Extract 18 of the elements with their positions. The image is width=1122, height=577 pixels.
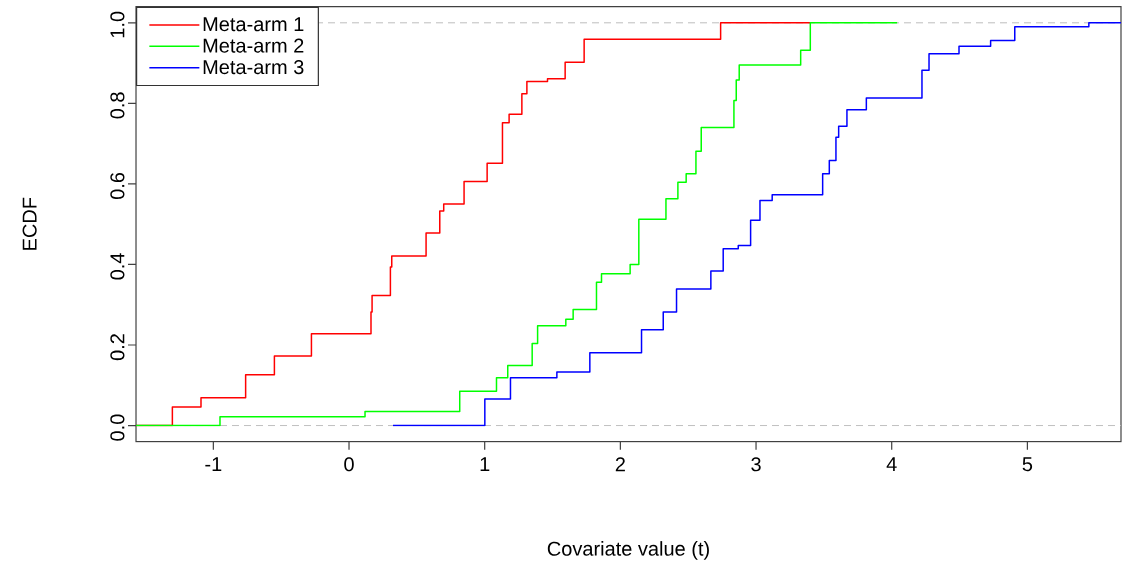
x-axis-title: Covariate value (t) (547, 541, 709, 560)
y-tick-label: 0.8 (110, 92, 125, 119)
x-tick-label: 5 (1022, 457, 1033, 472)
x-tick-label: 2 (615, 457, 625, 472)
x-tick-label: 4 (886, 457, 897, 471)
y-tick-label: 0.4 (110, 253, 125, 280)
y-axis-title: ECDF (22, 197, 37, 250)
x-tick-label: 3 (751, 457, 761, 472)
y-tick-label: 0.0 (110, 414, 125, 441)
y-tick-label: 0.2 (110, 334, 125, 361)
x-tick-label: -1 (205, 457, 222, 471)
legend-label: Meta-arm 2 (203, 38, 304, 53)
x-tick-label: 0 (344, 457, 354, 472)
legend-label: Meta-arm 3 (203, 60, 304, 75)
y-tick-label: 1.0 (110, 11, 125, 38)
x-tick-label: 1 (480, 457, 490, 471)
legend-label: Meta-arm 1 (203, 17, 304, 32)
y-tick-label: 0.6 (110, 172, 125, 200)
